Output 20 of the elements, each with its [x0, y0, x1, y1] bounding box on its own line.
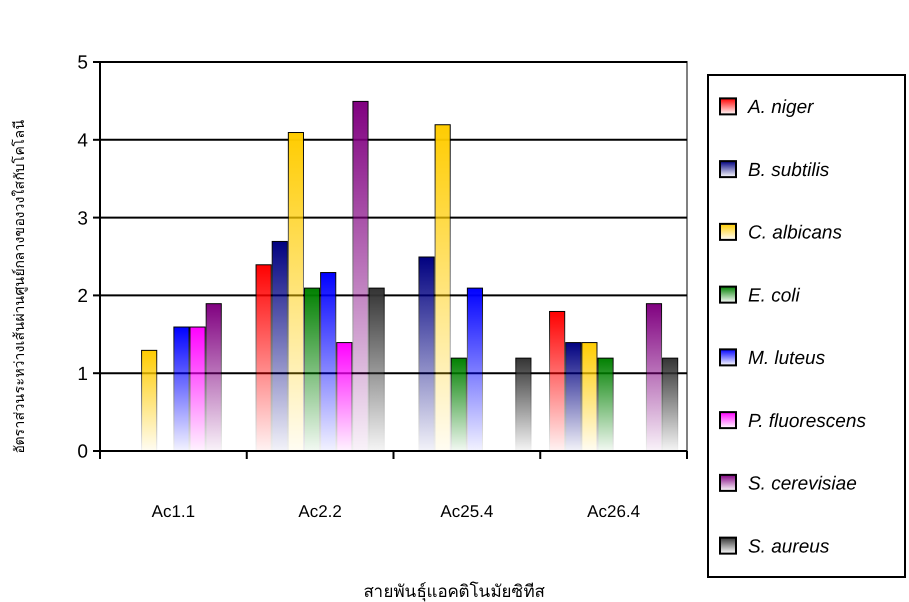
legend-label: A. niger	[747, 97, 814, 118]
y-tick-label: 1	[77, 364, 88, 385]
legend-label: E. coli	[748, 285, 801, 306]
legend-label: S. cerevisiae	[748, 474, 857, 495]
x-tick-label: Ac2.2	[298, 502, 342, 521]
x-axis-title: สายพันธุ์แอคติโนมัยซิทีส	[364, 581, 546, 602]
y-tick-label: 4	[77, 130, 88, 152]
y-tick-label: 5	[77, 52, 88, 74]
legend-label: P. fluorescens	[748, 410, 866, 432]
legend-label: B. subtilis	[748, 160, 830, 181]
y-tick-label: 0	[77, 442, 88, 463]
x-tick-label: Ac1.1	[152, 502, 196, 521]
x-tick-label: Ac26.4	[587, 502, 640, 521]
legend-label: S. aureus	[748, 536, 830, 558]
y-axis-title: อัตราส่วนระหว่างเส้นผ่านศูนย์กลางของวงใสกับโคโลนี	[11, 120, 28, 454]
x-tick-label: Ac25.4	[440, 502, 494, 521]
y-tick-label: 3	[77, 208, 88, 230]
y-tick-label: 2	[77, 286, 88, 308]
legend-label: C. albicans	[748, 222, 842, 244]
legend-label: M. luteus	[748, 348, 826, 370]
